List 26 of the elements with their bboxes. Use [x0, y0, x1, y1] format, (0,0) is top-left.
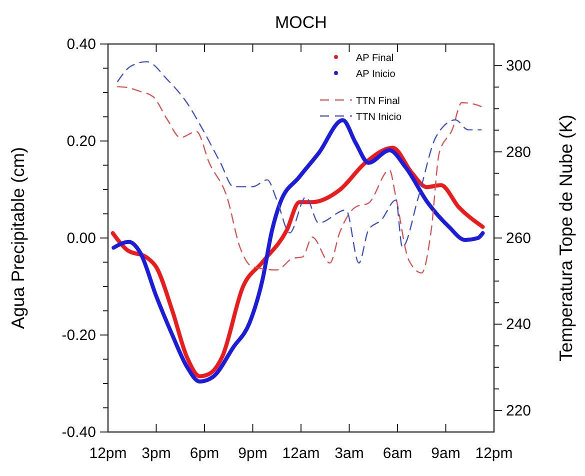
x-tick-label: 12am	[282, 445, 320, 462]
x-tick-label: 3am	[334, 445, 364, 462]
y2-tick-label: 220	[506, 402, 532, 420]
y2-tick-label: 240	[506, 316, 532, 334]
x-tick-label: 6am	[382, 445, 412, 462]
y-tick-label: 0.20	[66, 133, 96, 150]
y-tick-label: 0.00	[66, 230, 96, 247]
legend-label: TTN Final	[356, 96, 400, 107]
chart-title: MOCH	[275, 13, 327, 32]
y2-tick-label: 300	[506, 58, 532, 75]
x-tick-label: 12pm	[89, 445, 127, 462]
y-tick-label: -0.40	[62, 424, 96, 441]
y-axis-title: Agua Precipitable (cm)	[8, 146, 28, 330]
legend-label: AP Inicio	[356, 69, 396, 80]
y2-tick-label: 260	[506, 230, 532, 247]
y2-axis-title: Temperatura Tope de Nube (K)	[556, 114, 576, 362]
x-tick-label: 3pm	[142, 445, 171, 462]
legend-label: AP Final	[356, 53, 394, 64]
y-tick-label: 0.40	[66, 36, 96, 53]
legend-label: TTN Inicio	[356, 112, 402, 123]
x-tick-label: 9pm	[238, 445, 268, 462]
x-tick-label: 6pm	[190, 445, 220, 462]
x-tick-label: 9am	[431, 445, 460, 462]
x-tick-label: 12pm	[475, 445, 513, 462]
y2-tick-label: 280	[506, 144, 532, 161]
y-tick-label: -0.20	[62, 327, 96, 344]
